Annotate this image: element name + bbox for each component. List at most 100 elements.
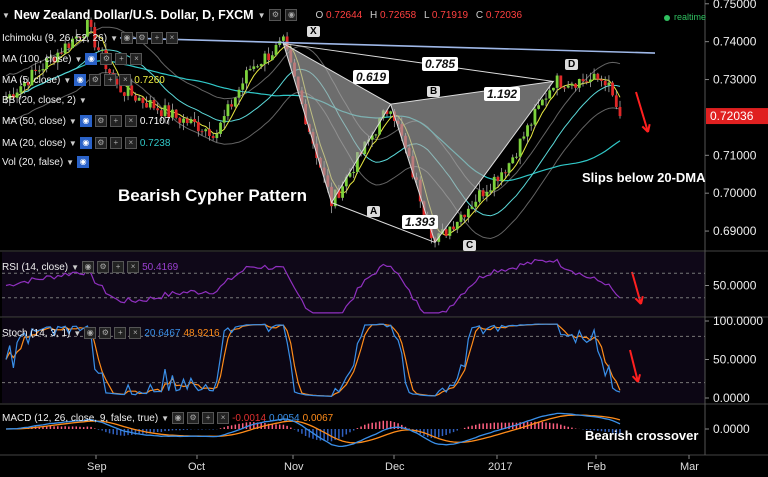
indicator-label: MA (5, close)	[2, 74, 61, 86]
candle-body	[333, 189, 337, 207]
indicator-value: 0.7260	[134, 74, 165, 86]
candle-body	[141, 97, 145, 103]
settings-icon[interactable]: ⚙	[99, 327, 112, 339]
candle-body	[503, 172, 507, 174]
candle-body	[570, 83, 574, 86]
indicator-row-bb[interactable]: BB (20, close, 2) ▼	[2, 95, 87, 106]
close-icon[interactable]: ×	[130, 53, 143, 65]
ohlc-close-label: C	[475, 9, 484, 21]
chevron-down-icon[interactable]: ▼	[2, 10, 10, 20]
macd-line	[5, 412, 621, 448]
chevron-down-icon[interactable]: ▼	[63, 75, 72, 85]
settings-icon[interactable]: ⚙	[94, 137, 107, 149]
ohlc-readout: O 0.72644 H 0.72658 L 0.71919 C 0.72036	[315, 10, 527, 21]
settings-icon[interactable]: ⚙	[269, 9, 282, 21]
indicator-row-ma100[interactable]: MA (100, close) ▼ ◉ ⚙ + ×	[2, 53, 143, 65]
ratio-label-xb: 0.619	[353, 70, 390, 84]
candle-body	[82, 36, 86, 38]
candle-body	[444, 229, 448, 236]
candle-body	[259, 63, 263, 67]
candle-body	[163, 105, 167, 117]
close-icon[interactable]: ×	[124, 137, 137, 149]
visibility-icon[interactable]: ◉	[74, 74, 87, 86]
add-icon[interactable]: +	[114, 327, 127, 339]
candle-body	[130, 85, 134, 96]
visibility-icon[interactable]: ◉	[77, 156, 90, 168]
rsi-legend[interactable]: RSI (14, close) ▼ ◉ ⚙ + × 50.4169	[2, 261, 178, 273]
candle-body	[8, 94, 12, 99]
chevron-down-icon[interactable]: ▼	[68, 138, 77, 148]
candles-group	[4, 17, 622, 248]
candle-body	[67, 43, 71, 49]
close-icon[interactable]: ×	[124, 115, 137, 127]
visibility-icon[interactable]: ◉	[85, 53, 98, 65]
macd-legend[interactable]: MACD (12, 26, close, 9, false, true) ▼ ◉…	[2, 412, 333, 424]
y-tick-label: 0.70000	[713, 186, 757, 200]
candle-body	[97, 47, 100, 51]
candle-body	[455, 221, 459, 230]
candle-body	[596, 73, 600, 80]
chevron-down-icon[interactable]: ▼	[68, 116, 77, 126]
visibility-icon[interactable]: ◉	[79, 115, 92, 127]
y-tick-label: 0.69000	[713, 224, 757, 238]
macd-signal-line	[6, 414, 621, 444]
visibility-icon[interactable]: ◉	[285, 9, 298, 21]
candle-body	[448, 226, 452, 236]
indicator-row-ichimoku[interactable]: Ichimoku (9, 26, 52, 26) ▼ ◉ ⚙ + ×	[2, 32, 178, 44]
indicator-row-ma5[interactable]: MA (5, close) ▼ ◉ ⚙ + × 0.7260	[2, 74, 165, 86]
candle-body	[174, 109, 178, 118]
indicator-row-ma20[interactable]: MA (20, close) ▼ ◉ ⚙ + × 0.7238	[2, 137, 170, 149]
settings-icon[interactable]: ⚙	[187, 412, 200, 424]
settings-icon[interactable]: ⚙	[97, 261, 110, 273]
settings-icon[interactable]: ⚙	[135, 32, 148, 44]
candle-body	[100, 49, 104, 51]
chevron-down-icon[interactable]: ▼	[161, 413, 170, 423]
close-icon[interactable]: ×	[127, 261, 140, 273]
candle-body	[522, 136, 526, 139]
add-icon[interactable]: +	[115, 53, 128, 65]
last-price-badge	[706, 108, 768, 125]
add-icon[interactable]: +	[109, 115, 122, 127]
chevron-down-icon[interactable]: ▼	[73, 328, 82, 338]
visibility-icon[interactable]: ◉	[172, 412, 185, 424]
candle-body	[248, 68, 252, 71]
add-icon[interactable]: +	[112, 261, 125, 273]
visibility-icon[interactable]: ◉	[82, 261, 95, 273]
add-icon[interactable]: +	[150, 32, 163, 44]
visibility-icon[interactable]: ◉	[79, 137, 92, 149]
candle-body	[385, 110, 389, 114]
y-tick-label: 0.71000	[713, 148, 757, 162]
close-icon[interactable]: ×	[119, 74, 132, 86]
candle-body	[60, 52, 63, 54]
chevron-down-icon[interactable]: ▼	[71, 262, 80, 272]
candle-body	[219, 122, 222, 134]
candle-body	[89, 19, 93, 27]
add-icon[interactable]: +	[202, 412, 215, 424]
close-icon[interactable]: ×	[165, 32, 178, 44]
add-icon[interactable]: +	[104, 74, 117, 86]
candle-body	[134, 95, 137, 101]
chevron-down-icon[interactable]: ▼	[66, 157, 75, 167]
candle-body	[208, 129, 211, 137]
stoch-y-tick-label: 50.0000	[713, 353, 757, 367]
indicator-row-vol[interactable]: Vol (20, false) ▼ ◉	[2, 156, 90, 168]
settings-icon[interactable]: ⚙	[89, 74, 102, 86]
stoch-legend[interactable]: Stoch (14, 3, 1) ▼ ◉ ⚙ + × 20.6467 48.9216	[2, 327, 220, 339]
ohlc-low-value: 0.71919	[431, 9, 469, 21]
chevron-down-icon[interactable]: ▼	[110, 33, 118, 43]
chart-header: ▼ New Zealand Dollar/U.S. Dollar, D, FXC…	[2, 8, 527, 22]
settings-icon[interactable]: ⚙	[100, 53, 113, 65]
chevron-down-icon[interactable]: ▼	[74, 54, 83, 64]
candle-body	[614, 95, 618, 107]
settings-icon[interactable]: ⚙	[94, 115, 107, 127]
close-icon[interactable]: ×	[217, 412, 230, 424]
chevron-down-icon[interactable]: ▼	[78, 96, 87, 105]
ratio-label-bd: 1.192	[484, 87, 521, 101]
close-icon[interactable]: ×	[129, 327, 142, 339]
stoch-title: Stoch (14, 3, 1)	[2, 327, 71, 339]
visibility-icon[interactable]: ◉	[120, 32, 133, 44]
chevron-down-icon[interactable]: ▼	[257, 10, 266, 20]
visibility-icon[interactable]: ◉	[84, 327, 97, 339]
indicator-row-ma50[interactable]: MA (50, close) ▼ ◉ ⚙ + × 0.7107	[2, 115, 170, 127]
add-icon[interactable]: +	[109, 137, 122, 149]
